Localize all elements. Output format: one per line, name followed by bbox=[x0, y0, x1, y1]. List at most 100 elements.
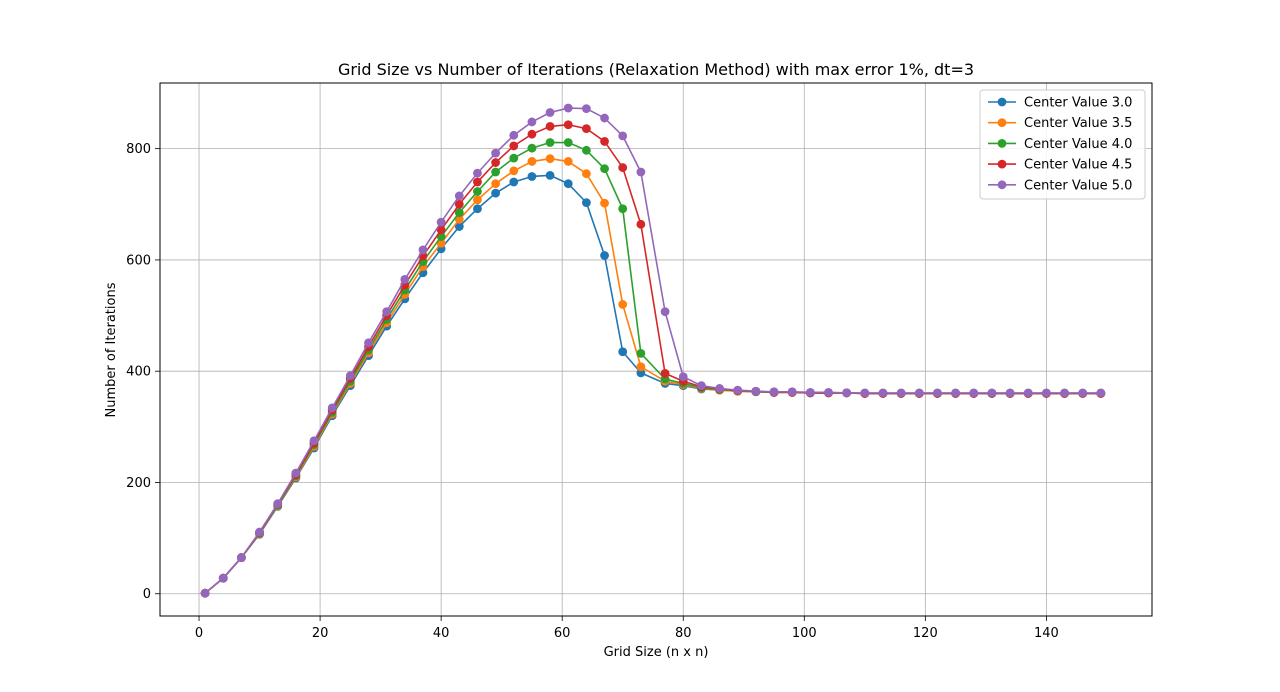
data-point bbox=[545, 108, 555, 117]
legend-marker bbox=[997, 118, 1007, 128]
data-point bbox=[678, 372, 688, 382]
data-point bbox=[563, 138, 573, 147]
y-tick-label: 0 bbox=[143, 587, 151, 602]
legend-marker bbox=[997, 180, 1007, 190]
data-point bbox=[545, 170, 555, 180]
data-point bbox=[454, 191, 464, 201]
data-point bbox=[618, 204, 628, 214]
data-point bbox=[327, 403, 337, 413]
data-point bbox=[805, 387, 815, 397]
data-point bbox=[582, 104, 591, 113]
data-point bbox=[563, 103, 573, 113]
data-point bbox=[715, 384, 724, 393]
data-point bbox=[860, 388, 870, 398]
data-point bbox=[436, 217, 446, 227]
data-point bbox=[987, 388, 997, 398]
series-5 bbox=[200, 103, 1106, 598]
data-point bbox=[473, 168, 482, 178]
data-point bbox=[491, 158, 501, 167]
legend: Center Value 3.0 Center Value 3.5 Center V… bbox=[979, 89, 1146, 200]
data-point bbox=[473, 204, 482, 214]
y-axis-label: Number of Iterations bbox=[104, 282, 119, 417]
data-point bbox=[1096, 388, 1106, 398]
data-point bbox=[1060, 388, 1069, 398]
data-point bbox=[509, 177, 519, 187]
data-point bbox=[309, 436, 319, 446]
data-point bbox=[582, 124, 591, 134]
data-point bbox=[636, 362, 646, 372]
data-point bbox=[563, 120, 573, 130]
data-point bbox=[636, 167, 646, 177]
data-point bbox=[454, 222, 464, 231]
data-point bbox=[563, 179, 573, 189]
data-point bbox=[842, 388, 852, 398]
data-point bbox=[291, 468, 301, 478]
data-point bbox=[545, 154, 555, 164]
data-point bbox=[751, 386, 761, 396]
data-point bbox=[545, 122, 555, 131]
x-tick-label: 140 bbox=[1034, 626, 1059, 641]
data-point bbox=[400, 275, 410, 284]
data-point bbox=[582, 145, 591, 155]
x-tick-label: 20 bbox=[312, 626, 329, 641]
series-group bbox=[200, 103, 1106, 598]
data-point bbox=[600, 251, 609, 260]
data-point bbox=[1041, 388, 1051, 398]
data-point bbox=[563, 157, 573, 166]
data-point bbox=[951, 388, 960, 398]
legend-label: Center Value 3.5 bbox=[1024, 116, 1132, 131]
data-point bbox=[636, 368, 646, 378]
data-point bbox=[582, 169, 591, 179]
data-point bbox=[618, 163, 628, 172]
data-point bbox=[509, 141, 519, 151]
data-point bbox=[600, 113, 609, 123]
legend-label: Center Value 3.0 bbox=[1024, 96, 1132, 111]
data-point bbox=[454, 199, 464, 209]
data-point bbox=[473, 177, 482, 187]
data-point bbox=[824, 387, 833, 397]
legend-box bbox=[979, 89, 1146, 200]
plot-area-frame bbox=[159, 82, 1153, 617]
data-point bbox=[660, 307, 670, 317]
data-point bbox=[618, 300, 628, 309]
data-point bbox=[660, 369, 670, 378]
data-point bbox=[454, 208, 464, 218]
data-point bbox=[382, 307, 392, 317]
data-point bbox=[1005, 388, 1015, 398]
data-point bbox=[491, 167, 501, 177]
data-point bbox=[769, 387, 779, 397]
data-point bbox=[1023, 388, 1033, 398]
data-point bbox=[491, 179, 501, 189]
x-axis-label: Grid Size (n x n) bbox=[604, 645, 709, 660]
legend-item: Center Value 3.0 bbox=[988, 96, 1132, 111]
x-tick-label: 100 bbox=[792, 626, 817, 641]
data-point bbox=[473, 195, 482, 205]
data-point bbox=[527, 172, 537, 181]
data-point bbox=[273, 499, 283, 509]
y-tick-label: 600 bbox=[126, 253, 151, 268]
data-point bbox=[600, 198, 609, 208]
data-point bbox=[969, 388, 979, 398]
data-point bbox=[436, 225, 446, 235]
data-point bbox=[255, 527, 264, 537]
data-point bbox=[618, 131, 628, 141]
data-point bbox=[896, 388, 906, 398]
data-point bbox=[491, 148, 501, 158]
y-tick-label: 200 bbox=[126, 476, 151, 491]
legend-item: Center Value 4.5 bbox=[988, 158, 1132, 173]
data-point bbox=[237, 553, 246, 562]
data-point bbox=[582, 198, 591, 208]
data-point bbox=[933, 388, 942, 398]
chart-title: Grid Size vs Number of Iterations (Relax… bbox=[338, 60, 974, 79]
data-point bbox=[527, 117, 537, 127]
legend-marker bbox=[997, 139, 1007, 148]
legend-label: Center Value 4.0 bbox=[1024, 137, 1132, 152]
x-tick-label: 80 bbox=[675, 626, 692, 641]
legend-label: Center Value 5.0 bbox=[1024, 178, 1132, 193]
legend-marker bbox=[997, 159, 1007, 169]
data-point bbox=[696, 381, 706, 391]
x-tick-label: 120 bbox=[913, 626, 938, 641]
data-point bbox=[914, 388, 924, 398]
data-point bbox=[787, 387, 797, 397]
legend-item: Center Value 4.0 bbox=[988, 137, 1132, 152]
